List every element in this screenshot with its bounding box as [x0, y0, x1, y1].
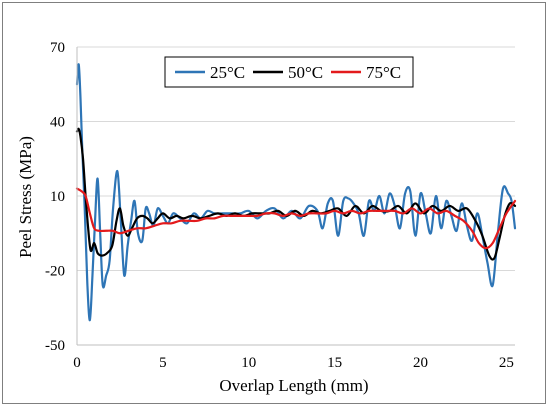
series-25c-line — [75, 63, 517, 322]
x-tick-label: 0 — [73, 355, 81, 371]
tick-labels: -50 -20 10 40 70 0 5 10 15 20 25 — [45, 40, 514, 371]
y-tick-label: -50 — [45, 338, 65, 354]
chart-frame: -50 -20 10 40 70 0 5 10 15 20 25 Overlap Length (m… — [2, 2, 546, 404]
legend-label: 75°C — [366, 63, 401, 82]
y-tick-label: 10 — [50, 189, 65, 205]
x-tick-label: 10 — [241, 355, 256, 371]
legend-50c: 50°C — [253, 63, 323, 82]
x-tick-label: 15 — [327, 355, 342, 371]
x-axis-title: Overlap Length (mm) — [219, 376, 368, 395]
series-lines — [75, 63, 517, 322]
series-75c-line — [75, 187, 517, 250]
axes — [76, 47, 515, 346]
x-tick-label: 20 — [413, 355, 428, 371]
x-tick-label: 5 — [159, 355, 167, 371]
y-axis-title: Peel Stress (MPa) — [16, 136, 35, 258]
y-tick-label: 40 — [50, 115, 65, 131]
legend: 25°C 50°C 75°C — [164, 56, 414, 88]
x-tick-label: 25 — [499, 355, 514, 371]
legend-box — [164, 56, 414, 88]
series-50c-line — [75, 127, 517, 261]
gridlines — [77, 46, 515, 346]
legend-25c: 25°C — [175, 63, 245, 82]
legend-label: 50°C — [288, 63, 323, 82]
y-tick-label: -20 — [45, 264, 65, 280]
legend-label: 25°C — [210, 63, 245, 82]
y-tick-label: 70 — [50, 40, 65, 56]
peel-stress-chart: -50 -20 10 40 70 0 5 10 15 20 25 Overlap Length (m… — [16, 40, 517, 395]
legend-75c: 75°C — [331, 63, 401, 82]
